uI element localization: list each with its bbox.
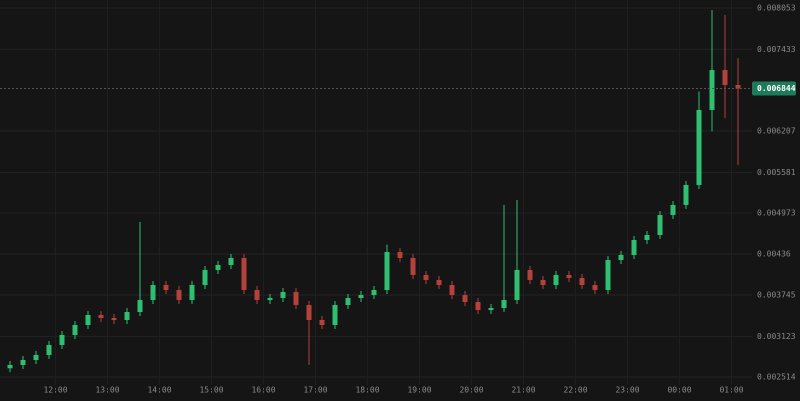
- x-tick-label: 15:00: [199, 386, 223, 395]
- candle-body: [566, 274, 572, 278]
- candle-body: [202, 269, 208, 286]
- candle-body: [410, 257, 416, 275]
- candle-body: [605, 259, 611, 291]
- candle-body: [293, 292, 299, 306]
- candle-body: [436, 279, 442, 286]
- y-tick-label: 0.004973: [757, 209, 796, 218]
- x-tick-label: 19:00: [407, 386, 431, 395]
- x-tick-label: 01:00: [719, 386, 743, 395]
- x-tick-label: 23:00: [615, 386, 639, 395]
- x-tick-label: 00:00: [667, 386, 691, 395]
- candle-body: [540, 279, 546, 286]
- candle-body: [423, 274, 429, 280]
- candle-body: [254, 290, 260, 301]
- candle-body: [735, 84, 741, 89]
- y-tick-label: 0.003745: [757, 290, 796, 299]
- candle-body: [579, 277, 585, 286]
- candle-body: [631, 240, 637, 255]
- candle-body: [20, 359, 26, 365]
- candle-body: [345, 298, 351, 306]
- candle-body: [514, 269, 520, 301]
- candle-body: [46, 344, 52, 355]
- x-tick-label: 22:00: [563, 386, 587, 395]
- x-tick-label: 16:00: [251, 386, 275, 395]
- candle-body: [722, 70, 728, 85]
- candle-body: [176, 290, 182, 301]
- x-tick-label: 13:00: [95, 386, 119, 395]
- candle-body: [670, 204, 676, 216]
- candle-body: [332, 305, 338, 325]
- candle-body: [475, 302, 481, 311]
- candle-body: [644, 235, 650, 241]
- x-tick-label: 12:00: [43, 386, 67, 395]
- candle-body: [709, 70, 715, 110]
- y-tick-label: 0.005581: [757, 168, 796, 177]
- candle-body: [462, 295, 468, 303]
- candle-body: [657, 215, 663, 236]
- candle-body: [397, 251, 403, 258]
- y-tick-label: 0.007433: [757, 45, 796, 54]
- candle-body: [241, 257, 247, 291]
- last-price-tag: [752, 81, 796, 96]
- x-tick-label: 18:00: [355, 386, 379, 395]
- candle-body: [371, 290, 377, 296]
- candle-body: [618, 254, 624, 260]
- y-tick-label: 0.002514: [757, 372, 796, 381]
- candle-body: [527, 269, 533, 280]
- x-tick-label: 14:00: [147, 386, 171, 395]
- candle-body: [215, 264, 221, 270]
- y-tick-label: 0.008053: [757, 3, 796, 12]
- x-tick-label: 17:00: [303, 386, 327, 395]
- candle-body: [306, 305, 312, 321]
- candle-body: [228, 257, 234, 265]
- y-tick-label: 0.00436: [757, 249, 791, 258]
- candle-body: [319, 320, 325, 325]
- candle-body: [59, 334, 65, 345]
- candle-body: [683, 184, 689, 205]
- candle-body: [267, 298, 273, 301]
- candle-body: [7, 364, 13, 369]
- candle-body: [280, 292, 286, 299]
- candle-body: [137, 300, 143, 313]
- candle-body: [163, 285, 169, 291]
- candle-body: [72, 324, 78, 335]
- candle-body: [501, 300, 507, 309]
- candle-body: [449, 285, 455, 296]
- candle-body: [98, 315, 104, 319]
- y-tick-label: 0.003123: [757, 332, 796, 341]
- candle-body: [384, 251, 390, 291]
- candle-body: [553, 274, 559, 286]
- candle-body: [488, 308, 494, 311]
- candle-body: [592, 285, 598, 291]
- candle-body: [85, 315, 91, 325]
- candle-body: [150, 285, 156, 301]
- candle-body: [189, 285, 195, 301]
- x-tick-label: 21:00: [511, 386, 535, 395]
- candle-body: [358, 295, 364, 299]
- x-tick-label: 20:00: [459, 386, 483, 395]
- y-tick-label: 0.006207: [757, 126, 796, 135]
- last-price-label: 0.006844: [757, 84, 796, 93]
- candle-body: [124, 312, 130, 321]
- candle-body: [696, 109, 702, 185]
- candle-body: [111, 318, 117, 321]
- candle-body: [33, 354, 39, 360]
